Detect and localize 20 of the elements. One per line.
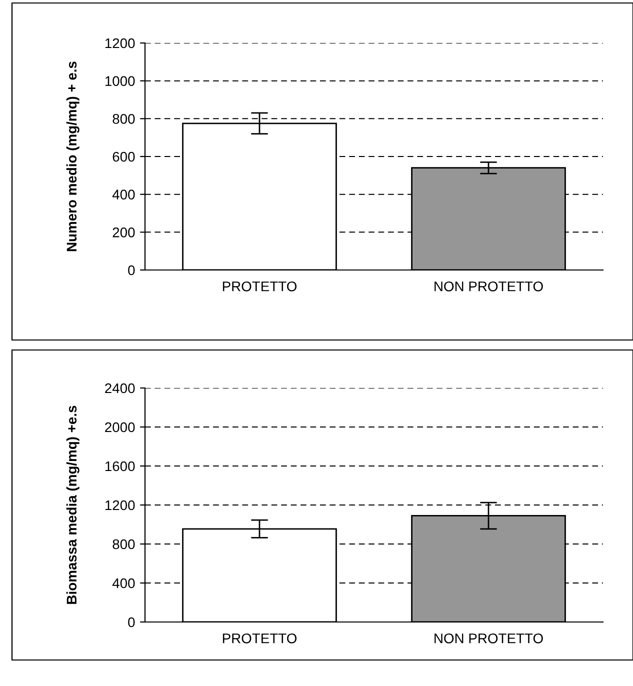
x-tick-label: PROTETTO — [222, 281, 297, 292]
y-tick-label: 0 — [128, 265, 135, 276]
y-tick-label: 200 — [112, 228, 135, 238]
x-tick-label: PROTETTO — [222, 633, 297, 644]
y-tick-label: 1000 — [105, 76, 135, 86]
x-tick-label: NON PROTETTO — [434, 281, 543, 292]
y-tick-label: 800 — [112, 539, 135, 550]
y-tick-label: 1200 — [105, 500, 135, 510]
y-axis-title: Numero medio (mg/mq) + e.s — [66, 62, 80, 252]
y-tick-label: 400 — [112, 190, 135, 200]
y-tick-label: 2000 — [105, 422, 135, 432]
y-tick-label: 600 — [112, 152, 135, 162]
y-axis-title: Biomassa media (mg/mq) +e.s — [66, 406, 80, 604]
y-tick-label: 1600 — [105, 461, 135, 472]
x-tick-label: NON PROTETTO — [434, 633, 543, 644]
y-tick-label: 0 — [128, 617, 135, 628]
y-tick-label: 800 — [112, 114, 135, 124]
y-tick-label: 2400 — [105, 383, 135, 394]
y-tick-label: 400 — [112, 578, 135, 588]
y-tick-label: 1200 — [105, 38, 135, 48]
